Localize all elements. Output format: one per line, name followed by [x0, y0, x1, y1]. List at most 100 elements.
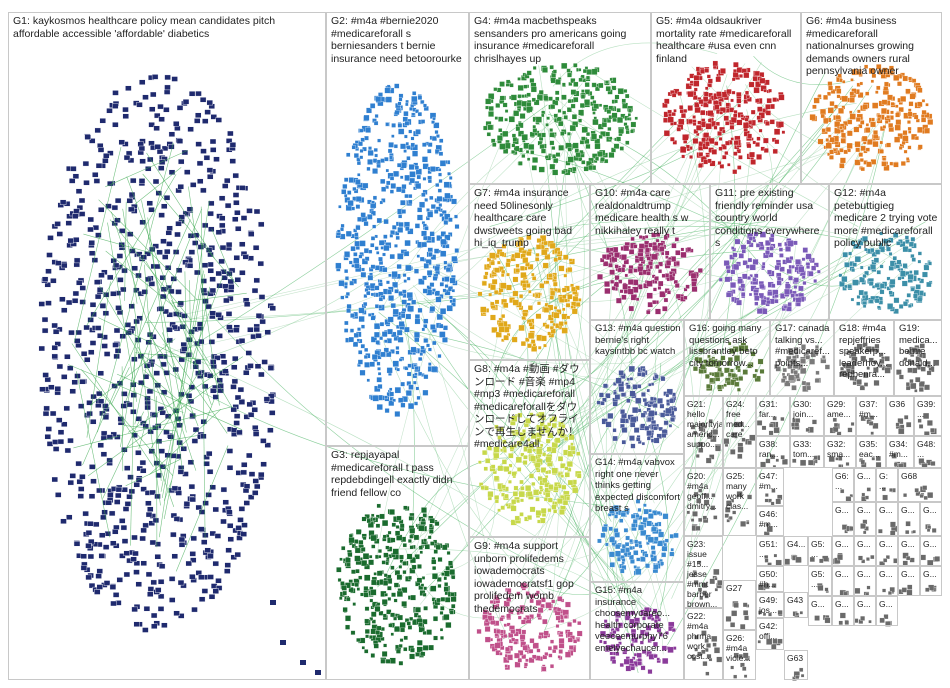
group-box-g23: G23: issue #15... jesse #mmt barber brow…: [684, 536, 723, 608]
small-group-nodes: [905, 521, 916, 535]
group-label-g9: G9: #m4a support unborn prolifedems iowa…: [474, 540, 574, 615]
small-group-nodes: [860, 519, 869, 535]
group-label-g51: G51: ...: [759, 539, 778, 559]
group-g8-nodes: [478, 411, 582, 526]
group-g5-nodes: [662, 60, 786, 175]
group-label-g18: G18: #m4a repjeffries speakerp... leader…: [839, 323, 888, 380]
group-label-g25: G25: many work clas...: [726, 471, 749, 511]
group-label-g38: G38: ran...: [759, 439, 779, 459]
group-box-g5: G5: #m4a oldsaukriver mortality rate #me…: [651, 12, 801, 184]
small-group-tile: G...: [920, 502, 942, 536]
group-box-g19: G19: medica... bernie donald...: [894, 320, 942, 396]
small-group-label: G5: ...: [811, 569, 825, 589]
group-g30-nodes: [791, 418, 817, 433]
small-group-tile: G...: [854, 536, 876, 566]
group-g9-nodes: [476, 582, 583, 672]
group-label-g68: G68: [901, 471, 918, 481]
small-group-tile: G...: [920, 566, 942, 596]
group-g41-nodes: [783, 554, 802, 565]
small-group-tile: G...: [876, 566, 898, 596]
small-group-tile: G...: [876, 536, 898, 566]
group-label-g15: G15: #m4a insurance choosemycareo... hea…: [595, 585, 670, 654]
group-label-g37: G37: #m...: [859, 399, 878, 419]
group-g39-nodes: [917, 412, 937, 437]
small-group-nodes: [861, 487, 871, 502]
group-box-g42: G42: offi...: [756, 618, 784, 650]
group-box-g48: G48: ...: [914, 436, 942, 468]
group-label-g3: G3: repjayapal #medicareforall t pass re…: [331, 449, 453, 499]
group-label-g27: G27: [726, 583, 743, 593]
small-group-label: G...: [835, 505, 849, 515]
group-g49-nodes: [758, 610, 783, 617]
group-label-g33: G33: tom...: [793, 439, 815, 459]
group-box-g7: G7: #m4a insurance need 50linesonly heal…: [469, 184, 590, 360]
group-box-g8: G8: #m4a #動画 #ダウンロード #音楽 #mp4 #mp3 #medi…: [469, 360, 590, 537]
small-group-tile: G: ...: [876, 468, 898, 502]
group-box-g25: G25: many work clas...: [723, 468, 756, 536]
group-label-g35: G35: eac...: [859, 439, 880, 459]
group-box-g27: G27: [723, 580, 756, 630]
group-label-g32: G32: sma...: [827, 439, 851, 459]
group-box-g26: G26: #m4a viole...: [723, 630, 756, 680]
group-box-g16: G16: going many questions ask lissbrantl…: [684, 320, 770, 396]
group-g31-nodes: [756, 416, 785, 436]
group-g17-nodes: [774, 344, 830, 392]
group-label-g34: G34: #m...: [889, 439, 908, 459]
group-label-g36: G36: [889, 399, 906, 409]
group-label-g48: G48: ...: [917, 439, 936, 459]
group-g2-nodes: [335, 83, 460, 417]
group-g15-nodes: [599, 607, 677, 675]
group-label-g10: G10: #m4a care realdonaldtrump medicare …: [595, 187, 689, 237]
small-group-nodes: [898, 584, 913, 596]
small-group-nodes: [814, 614, 831, 624]
group-g27-nodes: [725, 600, 750, 630]
group-g18-nodes: [840, 342, 893, 391]
group-g6-nodes: [809, 64, 934, 172]
group-label-g41: G4...: [787, 539, 806, 549]
group-box-g36: G36: [886, 396, 914, 436]
small-group-tile: G...: [898, 566, 920, 596]
group-g63-nodes: [792, 667, 805, 681]
group-box-g17: G17: canada talking vs... #medicaref... …: [770, 320, 834, 396]
small-group-tile: G...: [832, 596, 854, 626]
group-label-g6: G6: #m4a business #medicareforall nation…: [806, 15, 914, 77]
group-box-g13: G13: #m4a question bernie's right kaysin…: [590, 320, 684, 454]
group-g4-nodes: [483, 62, 638, 176]
group-g16-nodes: [692, 341, 765, 392]
group-g1-nodes: [38, 74, 276, 633]
group-box-g2: G2: #m4a #bernie2020 #medicareforall s b…: [326, 12, 469, 446]
group-label-g39: G39: ...: [917, 399, 936, 419]
small-group-nodes: [879, 555, 899, 568]
group-g23-nodes: [691, 560, 723, 601]
group-g13-nodes: [596, 365, 678, 449]
group-label-g30: G30: join...: [793, 399, 814, 419]
group-g50-nodes: [757, 583, 777, 591]
group-box-g37: G37: #m...: [856, 396, 886, 436]
small-group-label: G...: [835, 539, 849, 549]
group-box-g3: G3: repjayapal #medicareforall t pass re…: [326, 446, 469, 680]
small-group-label: G...: [857, 569, 871, 579]
group-box-g68: G68: [898, 468, 942, 502]
group-label-g8: G8: #m4a #動画 #ダウンロード #音楽 #mp4 #mp3 #medi…: [474, 363, 580, 450]
small-group-label: G...: [857, 471, 871, 481]
small-group-nodes: [832, 552, 843, 565]
group-box-g24: G24: free med... care: [723, 396, 756, 468]
group-box-g11: G11: pre existing friendly reminder usa …: [710, 184, 829, 320]
small-group-nodes: [882, 586, 895, 595]
group-box-g30: G30: join...: [790, 396, 824, 436]
small-group-tile: G6: ...: [832, 468, 854, 502]
small-group-tile: G...: [898, 536, 920, 566]
group-g42-nodes: [757, 638, 783, 650]
small-group-label: G...: [857, 539, 871, 549]
group-box-g43: G43: [784, 592, 808, 618]
group-g19-nodes: [896, 343, 940, 393]
small-group-label: G...: [879, 599, 893, 609]
group-box-g49: G49: jos...: [756, 592, 784, 618]
group-label-g22: G22: #m4a phrma work cost...: [687, 611, 712, 661]
group-box-g38: G38: ran...: [756, 436, 790, 468]
group-label-g4: G4: #m4a macbethspeaks sensanders pro am…: [474, 15, 627, 65]
small-group-label: G6: ...: [835, 471, 849, 491]
group-box-g51: G51: ...: [756, 536, 784, 566]
